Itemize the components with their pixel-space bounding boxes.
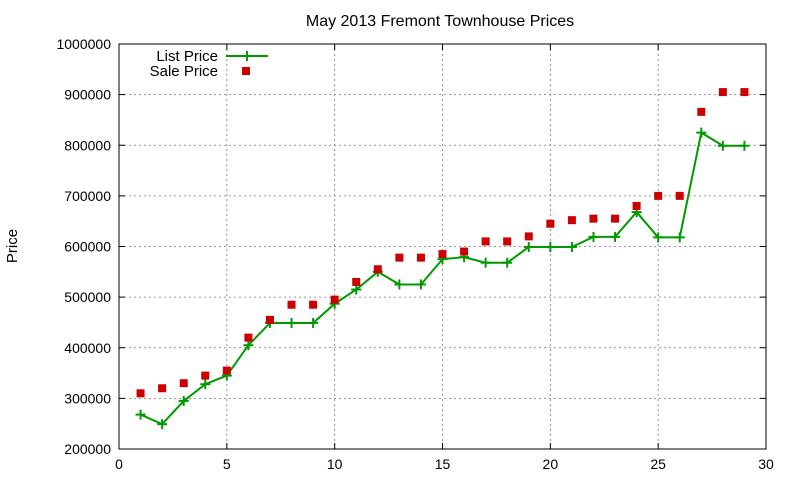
data-point-list-price <box>415 279 426 290</box>
data-point-sale-price <box>675 191 684 200</box>
data-point-sale-price <box>481 237 490 246</box>
data-point-list-price <box>588 231 599 242</box>
x-tick-label: 0 <box>115 456 123 472</box>
x-tick-label: 30 <box>758 456 774 472</box>
data-point-sale-price <box>460 247 469 256</box>
data-point-list-price <box>610 231 621 242</box>
data-point-list-price <box>674 232 685 243</box>
data-point-list-price <box>480 257 491 268</box>
data-point-sale-price <box>201 371 210 380</box>
data-point-sale-price <box>265 315 274 324</box>
y-tick-label: 600000 <box>64 239 111 255</box>
data-point-sale-price <box>567 216 576 225</box>
data-point-list-price <box>566 242 577 253</box>
data-point-list-price <box>200 379 211 390</box>
y-tick-label: 900000 <box>64 87 111 103</box>
data-point-sale-price <box>373 265 382 274</box>
axis-ticks: 0 5 10 15 20 25 30 200000 300000 400000 500000 6000… <box>56 36 774 472</box>
x-tick-label: 5 <box>223 456 231 472</box>
data-point-list-price <box>739 140 750 151</box>
data-point-sale-price <box>632 202 641 210</box>
y-tick-label: 400000 <box>64 340 111 356</box>
legend-label-sale-price: Sale Price <box>150 63 218 80</box>
data-point-sale-price <box>395 253 404 262</box>
data-point-sale-price <box>718 88 727 97</box>
data-point-sale-price <box>546 219 555 228</box>
data-point-sale-price <box>438 250 447 259</box>
x-tick-label: 25 <box>650 456 666 472</box>
data-point-sale-price <box>179 379 188 388</box>
data-point-list-price <box>523 242 534 253</box>
y-tick-label: 800000 <box>64 137 111 153</box>
data-point-list-price <box>178 395 189 406</box>
data-point-sale-price <box>524 232 533 241</box>
grid-lines <box>119 44 766 449</box>
data-point-sale-price <box>611 214 620 223</box>
data-point-list-price <box>502 257 513 268</box>
y-tick-label: 700000 <box>64 188 111 204</box>
data-point-sale-price <box>222 366 231 375</box>
legend-marker-sale-price <box>242 67 250 75</box>
data-point-sale-price <box>244 333 253 342</box>
plot-frame <box>118 43 767 450</box>
data-point-list-price <box>308 317 319 328</box>
data-series <box>135 88 750 430</box>
legend-label-list-price: List Price <box>156 48 218 65</box>
data-point-sale-price <box>740 88 749 97</box>
data-point-sale-price <box>330 295 339 304</box>
y-tick-label: 300000 <box>64 390 111 406</box>
data-point-list-price <box>696 127 707 138</box>
data-point-list-price <box>653 232 664 243</box>
y-axis-label: Price <box>4 229 21 263</box>
data-point-sale-price <box>352 277 361 286</box>
x-tick-label: 20 <box>543 456 559 472</box>
legend: List Price Sale Price <box>150 48 268 80</box>
chart-title: May 2013 Fremont Townhouse Prices <box>306 13 574 30</box>
data-point-list-price <box>243 340 254 351</box>
y-tick-label: 200000 <box>64 441 111 457</box>
y-tick-label: 1000000 <box>56 36 111 52</box>
data-point-sale-price <box>416 253 425 262</box>
legend-marker-list-price <box>242 51 252 61</box>
data-point-sale-price <box>654 191 663 200</box>
data-point-sale-price <box>589 214 598 223</box>
data-point-list-price <box>351 284 362 295</box>
data-point-list-price <box>394 279 405 290</box>
x-tick-label: 15 <box>435 456 451 472</box>
data-point-sale-price <box>309 300 318 309</box>
data-point-sale-price <box>158 384 167 393</box>
data-point-list-price <box>286 317 297 328</box>
x-tick-label: 10 <box>327 456 343 472</box>
data-point-sale-price <box>287 300 296 309</box>
data-point-list-price <box>717 140 728 151</box>
data-point-sale-price <box>503 237 512 246</box>
data-point-sale-price <box>136 389 145 398</box>
y-tick-label: 500000 <box>64 289 111 305</box>
data-point-sale-price <box>697 107 706 116</box>
data-point-list-price <box>135 409 146 420</box>
data-point-list-price <box>545 242 556 253</box>
data-point-list-price <box>157 419 168 430</box>
